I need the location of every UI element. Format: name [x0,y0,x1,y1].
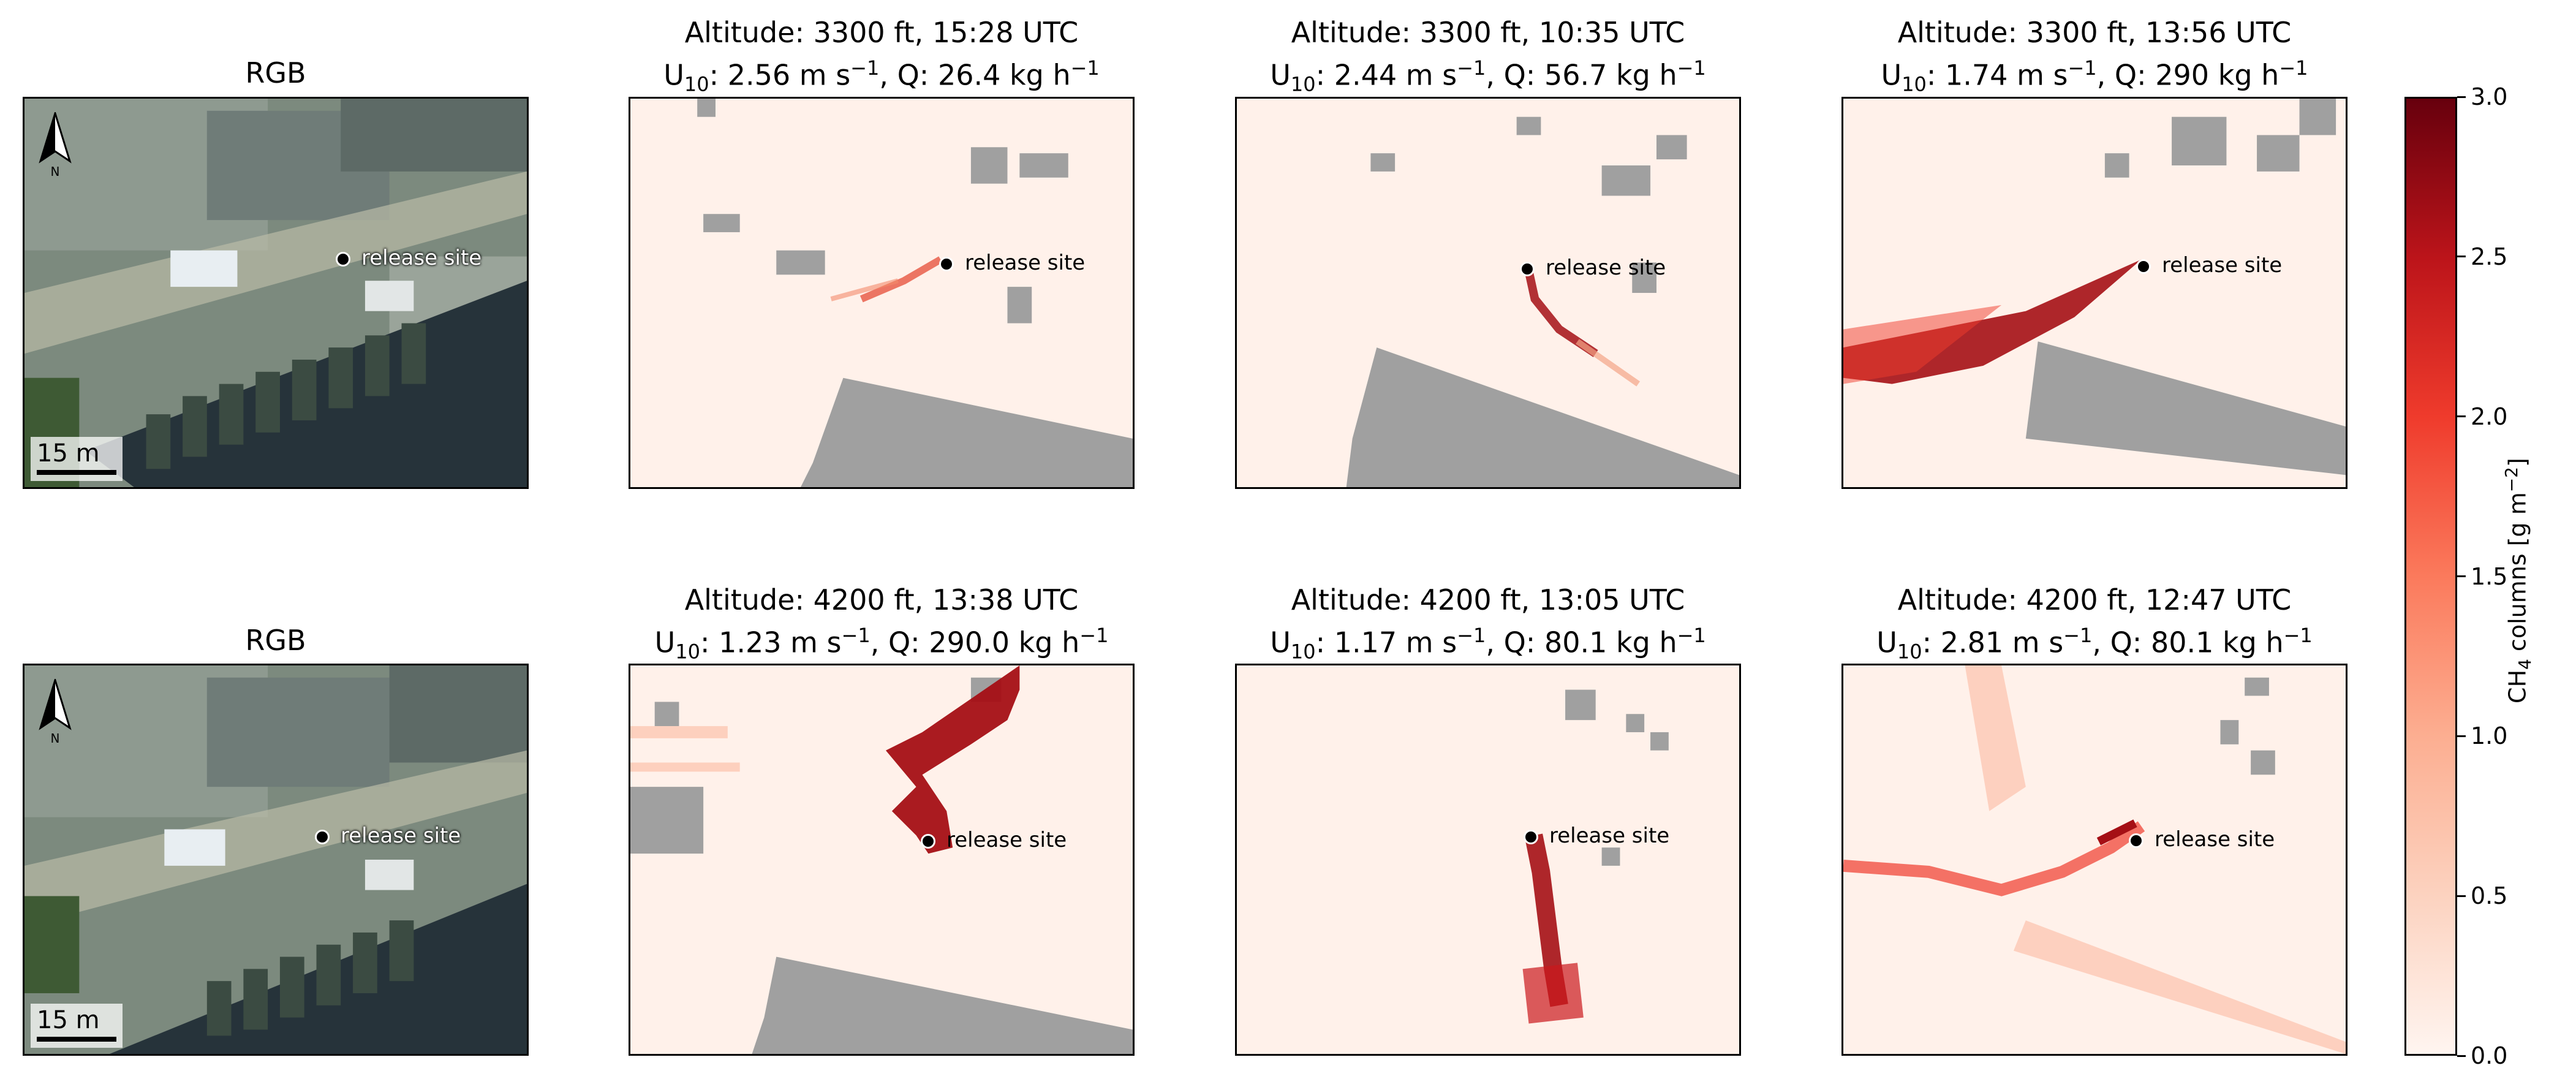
release-site-marker: release site [1520,256,1666,280]
colorbar-tick-label: 0.5 [2471,882,2508,910]
rgb-image: N release site 15 m [23,664,529,1056]
release-site-dot [2136,259,2151,274]
release-site-marker: release site [939,251,1085,275]
release-site-dot [1520,261,1535,276]
title-line1: Altitude: 4200 ft, 12:47 UTC [1897,583,2292,616]
ch4-map: release site [629,97,1135,489]
colorbar-tick-mark [2457,575,2466,577]
ch4-heatmap [1843,99,2346,487]
title-line2: U10: 1.23 m s−1, Q: 290.0 kg h−1 [654,624,1109,664]
colorbar-tick-label: 3.0 [2471,83,2508,110]
release-site-marker: release site [336,246,482,270]
north-arrow-icon: N [39,679,72,746]
rgb-scene [25,665,527,1054]
scale-bar-line [37,1037,116,1042]
release-site-label: release site [361,246,482,270]
title-line2: U10: 1.17 m s−1, Q: 80.1 kg h−1 [1270,624,1706,664]
release-site-marker: release site [1524,824,1669,848]
release-site-label: release site [2162,253,2283,278]
colorbar-tick-mark [2457,1055,2466,1057]
title-line1: Altitude: 3300 ft, 13:56 UTC [1897,16,2292,49]
release-site-dot [315,829,330,844]
title-line1: Altitude: 3300 ft, 15:28 UTC [684,16,1079,49]
release-site-dot [1524,829,1538,844]
panel-title: Altitude: 4200 ft, 12:47 UTC U10: 2.81 m… [1841,582,2347,670]
release-site-dot [336,251,350,267]
colorbar-tick-mark [2457,256,2466,258]
colorbar-tick-label: 1.0 [2471,722,2508,750]
scale-bar-line [37,470,116,475]
panel-title: Altitude: 4200 ft, 13:38 UTC U10: 1.23 m… [629,582,1135,670]
scale-bar-label: 15 m [37,1006,100,1034]
release-site-marker: release site [2129,827,2275,852]
north-label: N [51,731,60,746]
scale-bar: 15 m [31,437,123,481]
rgb-image: N release site 15 m [23,97,529,489]
release-site-marker: release site [921,828,1067,852]
ch4-heatmap [630,665,1133,1054]
release-site-dot [921,833,935,849]
ch4-map: release site [1841,664,2347,1056]
ch4-heatmap [630,99,1133,487]
rgb-scene [25,99,527,487]
title-line2: U10: 2.81 m s−1, Q: 80.1 kg h−1 [1876,624,2313,664]
release-site-label: release site [2155,827,2275,852]
colorbar-tick-label: 0.0 [2471,1042,2508,1069]
title-line2: U10: 1.74 m s−1, Q: 290 kg h−1 [1881,56,2308,96]
release-site-marker: release site [315,824,461,848]
ch4-heatmap [1237,99,1739,487]
scale-bar: 15 m [31,1004,123,1048]
ch4-heatmap [1843,665,2346,1054]
scale-bar-label: 15 m [37,439,100,468]
north-arrow-icon: N [39,112,72,179]
title-line2: U10: 2.56 m s−1, Q: 26.4 kg h−1 [663,56,1100,96]
ch4-map: release site [629,664,1135,1056]
title-line1: Altitude: 4200 ft, 13:38 UTC [684,583,1079,616]
colorbar-tick-label: 1.5 [2471,562,2508,590]
ch4-map: release site [1235,97,1741,489]
colorbar-tick-mark [2457,895,2466,897]
ch4-map: release site [1841,97,2347,489]
panel-title: RGB [245,624,306,657]
release-site-label: release site [341,824,461,848]
release-site-dot [939,256,954,271]
ch4-heatmap [1237,665,1739,1054]
release-site-label: release site [946,828,1067,852]
colorbar-gradient [2406,99,2455,1054]
panel-title: Altitude: 3300 ft, 13:56 UTC U10: 1.74 m… [1841,15,2347,102]
release-site-label: release site [1546,256,1666,280]
panel-title: Altitude: 3300 ft, 15:28 UTC U10: 2.56 m… [629,15,1135,102]
release-site-marker: release site [2136,253,2282,278]
release-site-dot [2129,833,2144,848]
north-label: N [51,164,60,179]
title-line1: Altitude: 3300 ft, 10:35 UTC [1291,16,1685,49]
panel-title: RGB [245,56,306,89]
colorbar [2404,97,2457,1056]
colorbar-tick-mark [2457,96,2466,98]
colorbar-tick-mark [2457,735,2466,737]
ch4-map: release site [1235,664,1741,1056]
release-site-label: release site [965,251,1086,275]
title-line1: Altitude: 4200 ft, 13:05 UTC [1291,583,1685,616]
colorbar-tick-label: 2.0 [2471,403,2508,430]
colorbar-tick-mark [2457,415,2466,418]
release-site-label: release site [1549,824,1670,848]
panel-title: Altitude: 4200 ft, 13:05 UTC U10: 1.17 m… [1235,582,1741,670]
title-line2: U10: 2.44 m s−1, Q: 56.7 kg h−1 [1270,56,1706,96]
colorbar-tick-label: 2.5 [2471,243,2508,270]
panel-title: Altitude: 3300 ft, 10:35 UTC U10: 2.44 m… [1235,15,1741,102]
colorbar-label: CH4 columns [g m−2] [2501,458,2536,704]
